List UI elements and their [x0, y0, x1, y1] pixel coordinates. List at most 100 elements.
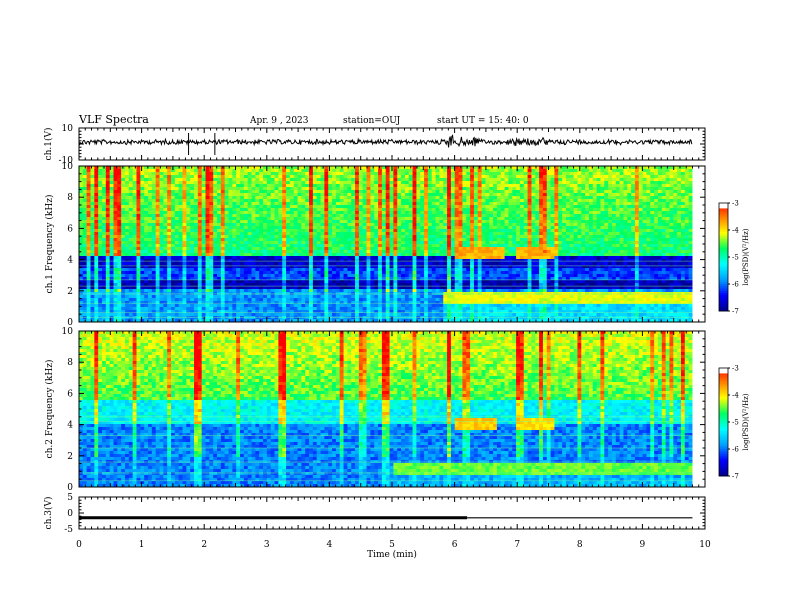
- spectrogram-cell: [159, 271, 164, 275]
- spectrogram-cell: [343, 304, 348, 308]
- spectrogram-cell: [293, 313, 298, 317]
- spectrogram-cell: [385, 313, 390, 317]
- spectrogram-cell: [339, 259, 344, 263]
- spectrogram-cell: [259, 265, 264, 269]
- spectrogram-cell: [163, 244, 168, 248]
- spectrogram-cell: [247, 193, 252, 197]
- spectrogram-cell: [347, 208, 352, 212]
- spectrogram-cell: [240, 295, 245, 299]
- spectrogram-cell: [293, 277, 298, 281]
- spectrogram-cell: [224, 181, 229, 185]
- spectrogram-cell: [163, 259, 168, 263]
- spectrogram-cell: [259, 271, 264, 275]
- spectrogram-cell: [328, 280, 333, 284]
- spectrogram-cell: [358, 181, 364, 185]
- spectrogram-cell: [393, 250, 398, 254]
- spectrogram-cell: [297, 175, 302, 179]
- spectrogram-cell: [171, 259, 176, 263]
- spectrogram-cell: [286, 304, 291, 308]
- spectrogram-cell: [79, 178, 84, 182]
- spectrogram-cell: [351, 301, 356, 305]
- spectrogram-cell: [228, 235, 233, 239]
- spectrogram-cell: [366, 184, 371, 188]
- spectrogram-cell: [270, 226, 275, 230]
- spectrogram-cell: [412, 199, 417, 203]
- spectrogram-cell: [205, 169, 210, 173]
- spectrogram-cell: [236, 229, 241, 233]
- spectrogram-cell: [182, 268, 187, 272]
- spectrogram-cell: [355, 169, 360, 173]
- spectrogram-cell: [370, 166, 375, 170]
- spectrogram-cell: [247, 214, 252, 218]
- spectrogram-cell: [270, 217, 275, 221]
- spectrogram-cell: [217, 277, 222, 281]
- spectrogram-cell: [148, 244, 153, 248]
- spectrogram-cell: [374, 229, 379, 233]
- spectrogram-cell: [385, 226, 390, 230]
- spectrogram-cell: [94, 184, 99, 188]
- spectrogram-cell: [125, 205, 130, 209]
- spectrogram-cell: [389, 229, 394, 233]
- spectrogram-cell: [278, 223, 283, 227]
- spectrogram-cell: [416, 232, 421, 236]
- spectrogram-cell: [251, 235, 256, 239]
- spectrogram-cell: [132, 262, 137, 266]
- spectrogram-cell: [293, 271, 298, 275]
- spectrogram-cell: [232, 277, 237, 281]
- spectrogram-cell: [243, 241, 249, 245]
- spectrogram-cell: [171, 274, 176, 278]
- spectrogram-cell: [251, 277, 256, 281]
- spectrogram-cell: [286, 223, 291, 227]
- spectrogram-cell: [90, 238, 95, 242]
- spectrogram-cell: [278, 277, 283, 281]
- spectrogram-cell: [274, 202, 279, 206]
- spectrogram-cell: [82, 280, 88, 284]
- spectrogram-cell: [328, 208, 333, 212]
- spectrogram-cell: [201, 181, 206, 185]
- spectrogram-cell: [79, 181, 84, 185]
- spectrogram-cell: [286, 193, 291, 197]
- spectrogram-cell: [366, 178, 371, 182]
- spectrogram-cell: [205, 244, 210, 248]
- spectrogram-cell: [374, 220, 379, 224]
- spectrogram-cell: [224, 187, 229, 191]
- spectrogram-cell: [270, 244, 275, 248]
- spectrogram-cell: [94, 169, 99, 173]
- spectrogram-cell: [389, 220, 394, 224]
- spectrogram-cell: [424, 274, 429, 278]
- spectrogram-cell: [370, 199, 375, 203]
- spectrogram-cell: [232, 169, 237, 173]
- spectrogram-cell: [259, 280, 264, 284]
- spectrogram-cell: [132, 199, 137, 203]
- spectrogram-cell: [178, 196, 183, 200]
- spectrogram-cell: [171, 205, 176, 209]
- spectrogram-cell: [332, 298, 337, 302]
- spectrogram-cell: [125, 232, 130, 236]
- spectrogram-cell: [332, 310, 337, 314]
- spectrogram-cell: [420, 199, 425, 203]
- spectrogram-cell: [278, 319, 283, 323]
- spectrogram-cell: [289, 211, 295, 215]
- spectrogram-cell: [109, 238, 114, 242]
- spectrogram-cell: [374, 235, 379, 239]
- spectrogram-cell: [347, 220, 352, 224]
- spectrogram-cell: [247, 172, 252, 176]
- spectrogram-cell: [274, 271, 279, 275]
- spectrogram-cell: [389, 250, 394, 254]
- spectrogram-cell: [412, 256, 417, 260]
- spectrogram-cell: [347, 286, 352, 290]
- spectrogram-cell: [125, 202, 130, 206]
- spectrogram-cell: [347, 169, 352, 173]
- spectrogram-cell: [266, 256, 272, 260]
- spectrogram-cell: [243, 283, 249, 287]
- spectrogram-cell: [289, 217, 295, 221]
- spectrogram-cell: [117, 271, 122, 275]
- spectrogram-cell: [297, 205, 302, 209]
- spectrogram-cell: [401, 181, 406, 185]
- spectrogram-cell: [263, 232, 268, 236]
- spectrogram-cell: [401, 226, 406, 230]
- spectrogram-cell: [343, 277, 348, 281]
- spectrogram-cell: [217, 178, 222, 182]
- spectrogram-cell: [79, 286, 84, 290]
- spectrogram-cell: [263, 178, 268, 182]
